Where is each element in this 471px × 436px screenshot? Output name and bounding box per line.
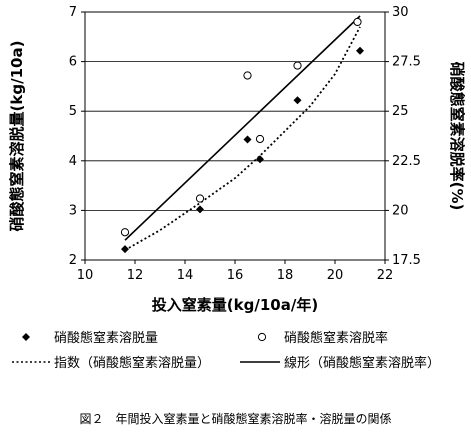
x-tick-label: 10 bbox=[77, 268, 94, 283]
data-point-amount bbox=[256, 155, 264, 164]
grid-lines bbox=[85, 61, 385, 211]
x-tick-label: 20 bbox=[327, 268, 344, 283]
y-left-tick-label: 4 bbox=[69, 154, 77, 169]
y-left-tick-label: 3 bbox=[69, 203, 77, 218]
data-point-amount bbox=[121, 245, 129, 254]
y-left-axis-title: 硝酸態窒素溶脱量(kg/10a) bbox=[8, 41, 26, 232]
linear-trendline bbox=[124, 15, 361, 241]
y-left-tick-label: 2 bbox=[69, 253, 77, 268]
legend-item-exp-trend: 指数（硝酸態窒素溶脱量） bbox=[12, 355, 210, 371]
legend-circle-marker bbox=[257, 332, 267, 342]
legend-label-rate: 硝酸態窒素溶脱率 bbox=[284, 330, 388, 346]
y-right-tick-label: 20 bbox=[392, 203, 409, 218]
legend-item-linear-trend: 線形（硝酸態窒素溶脱率） bbox=[240, 355, 440, 371]
series-layer bbox=[120, 15, 364, 254]
x-tick-label: 16 bbox=[227, 268, 244, 283]
x-axis-title: 投入窒素量(kg/10a/年) bbox=[152, 296, 318, 314]
legend-label-exp-trend: 指数（硝酸態窒素溶脱量） bbox=[54, 355, 210, 371]
legend-label-amount: 硝酸態窒素溶脱量 bbox=[54, 330, 158, 346]
legend-item-amount: 硝酸態窒素溶脱量 bbox=[22, 330, 158, 346]
data-point-rate bbox=[243, 71, 252, 80]
x-axis-ticks: 10 12 14 16 18 20 22 bbox=[77, 260, 394, 283]
data-point-rate bbox=[293, 61, 302, 70]
y-right-axis-ticks: 17.5 20 22.5 25 27.5 30 bbox=[385, 5, 421, 268]
legend-item-rate: 硝酸態窒素溶脱率 bbox=[257, 330, 388, 346]
data-point-amount bbox=[356, 46, 364, 55]
y-left-tick-label: 7 bbox=[69, 5, 77, 20]
data-point-amount bbox=[293, 96, 302, 105]
y-right-tick-label: 27.5 bbox=[392, 55, 421, 70]
legend-label-linear-trend: 線形（硝酸態窒素溶脱率） bbox=[284, 355, 440, 371]
x-tick-label: 18 bbox=[277, 268, 294, 283]
y-left-tick-label: 6 bbox=[69, 55, 77, 70]
figure-caption: 図２ 年間投入窒素量と硝酸態窒素溶脱率・溶脱量の関係 bbox=[79, 412, 392, 426]
y-right-axis-title: 硝酸態窒素溶脱率(%) bbox=[448, 62, 466, 211]
data-point-amount bbox=[196, 205, 204, 214]
y-right-tick-label: 22.5 bbox=[392, 154, 421, 169]
legend-diamond-marker bbox=[22, 333, 30, 341]
data-point-rate bbox=[353, 17, 362, 27]
y-left-axis-ticks: 2 3 4 5 6 7 bbox=[69, 5, 85, 268]
x-tick-label: 14 bbox=[177, 268, 194, 283]
y-right-tick-label: 25 bbox=[392, 104, 409, 119]
exponential-trendline bbox=[124, 26, 361, 251]
chart-svg: 10 12 14 16 18 20 22 2 3 4 5 6 7 17.5 20 22.5 25 27.5 30… bbox=[8, 5, 466, 371]
x-tick-label: 12 bbox=[127, 268, 144, 283]
y-right-tick-label: 30 bbox=[392, 5, 409, 20]
data-point-amount bbox=[243, 135, 252, 144]
data-point-rate bbox=[255, 134, 265, 144]
data-point-rate bbox=[120, 228, 130, 237]
y-left-tick-label: 5 bbox=[69, 104, 77, 119]
legend: 硝酸態窒素溶脱量 硝酸態窒素溶脱率 指数（硝酸態窒素溶脱量） 線形（硝酸態窒素溶… bbox=[12, 330, 440, 371]
y-right-tick-label: 17.5 bbox=[392, 253, 421, 268]
data-point-rate bbox=[195, 194, 205, 203]
x-tick-label: 22 bbox=[377, 268, 394, 283]
